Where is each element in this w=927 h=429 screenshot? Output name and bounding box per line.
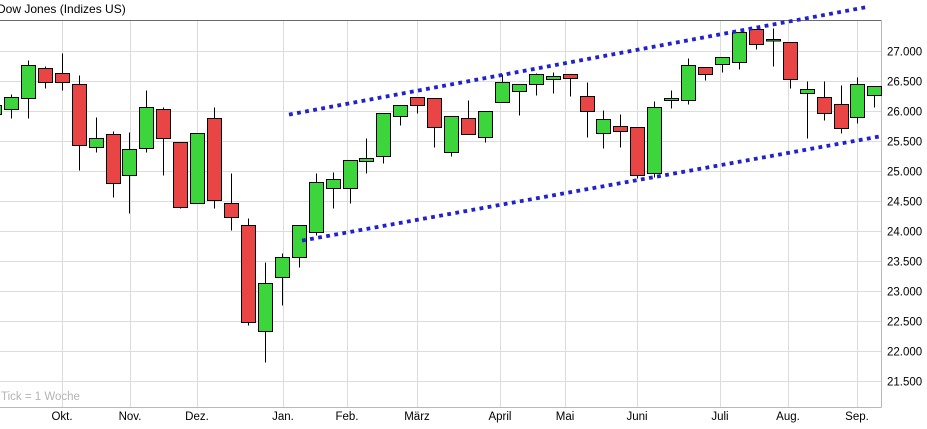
candle-body (376, 113, 391, 157)
x-axis-label: Juni (626, 411, 647, 423)
candle-body (21, 65, 36, 99)
y-axis-label: 23.000 (887, 287, 922, 299)
candle-body (89, 138, 104, 148)
x-axis-label: Dez. (185, 411, 209, 423)
chart-title: Dow Jones (Indizes US) (0, 2, 126, 16)
x-axis-label: Juli (711, 411, 728, 423)
candle-body (224, 203, 239, 218)
candle-body (38, 68, 53, 83)
candle-body (410, 97, 425, 106)
y-axis-label: 24.500 (887, 197, 922, 209)
x-axis-label: Mai (556, 411, 575, 423)
candle-body (546, 76, 561, 80)
candle-body (309, 182, 324, 233)
candle-body (173, 142, 188, 208)
candle-body (800, 89, 815, 94)
candle-body (512, 84, 527, 92)
candle-body (563, 74, 578, 79)
candle-body (292, 225, 307, 258)
candle-body (207, 118, 222, 201)
candle-body (664, 98, 679, 101)
y-axis-label: 22.500 (887, 317, 922, 329)
y-axis-label: 22.000 (887, 347, 922, 359)
candle-body (850, 84, 865, 118)
candle-body (817, 97, 832, 114)
candle-body (461, 118, 476, 135)
candle-body (190, 133, 205, 204)
tick-interval-note: Tick = 1 Woche (1, 391, 80, 403)
candle-body (106, 134, 121, 184)
candle-body (359, 158, 374, 162)
candle-body (783, 42, 798, 80)
candle-body (580, 96, 595, 112)
x-axis-label: Okt. (51, 411, 72, 423)
x-axis-label: Jan. (272, 411, 294, 423)
y-axis-label: 21.500 (887, 377, 922, 389)
candle-body (326, 179, 341, 189)
x-axis-label: Sep. (845, 411, 869, 423)
y-axis-label: 23.500 (887, 257, 922, 269)
candle-body (698, 67, 713, 75)
candle-body (715, 57, 730, 65)
candle-body (139, 107, 154, 149)
y-axis-label: 25.000 (887, 167, 922, 179)
candle-body (495, 82, 510, 103)
candle-body (0, 105, 2, 115)
y-axis-label: 26.500 (887, 77, 922, 89)
x-axis-label: Aug. (776, 411, 800, 423)
candle-body (478, 111, 493, 138)
y-axis-label: 25.500 (887, 137, 922, 149)
candle-body (343, 160, 358, 189)
candle-body (72, 84, 87, 146)
candle-body (596, 119, 611, 134)
candle-body (427, 98, 442, 128)
candle-body (275, 257, 290, 278)
candle-body (529, 74, 544, 85)
y-axis-label: 24.000 (887, 227, 922, 239)
candle-body (766, 39, 781, 42)
y-axis-label: 26.000 (887, 107, 922, 119)
candle-body (258, 283, 273, 332)
candle-body (55, 73, 70, 83)
candle-body (647, 107, 662, 174)
x-axis-label: Nov. (119, 411, 142, 423)
x-axis-label: März (404, 411, 430, 423)
candle-body (122, 149, 137, 176)
y-axis-label: 27.000 (887, 47, 922, 59)
candle-body (681, 65, 696, 101)
candle-body (4, 97, 19, 110)
candle-body (613, 126, 628, 132)
candle-body (834, 104, 849, 129)
upper-trendline (288, 5, 867, 117)
candle-body (732, 32, 747, 63)
x-axis-label: April (488, 411, 511, 423)
candle-body (749, 29, 764, 45)
candle-body (393, 105, 408, 117)
candle-body (867, 86, 882, 96)
candle-body (630, 127, 645, 176)
x-axis-label: Feb. (335, 411, 358, 423)
candle-body (156, 109, 171, 139)
candle-body (444, 116, 459, 153)
candle-body (241, 225, 256, 323)
